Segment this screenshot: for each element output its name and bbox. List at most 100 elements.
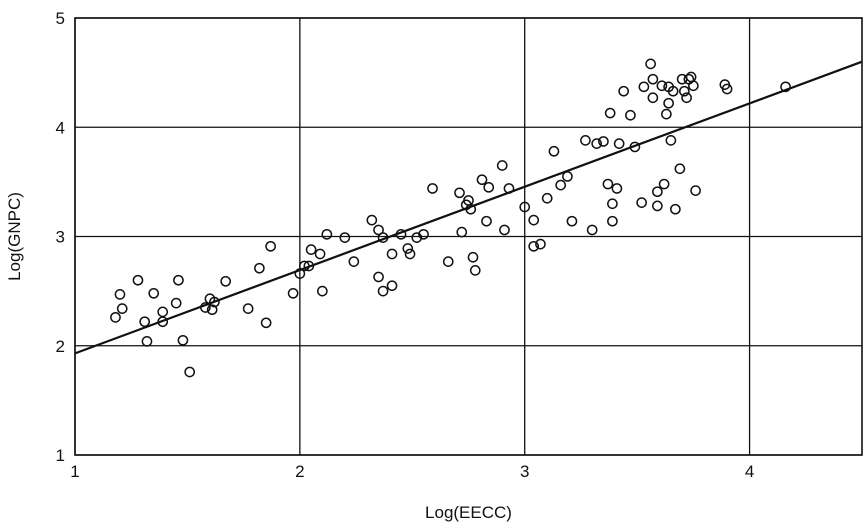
data-point bbox=[721, 83, 733, 95]
data-point bbox=[665, 135, 677, 146]
data-point bbox=[467, 251, 479, 263]
data-point bbox=[780, 81, 791, 93]
x-axis-ticks: 1 2 3 4 bbox=[70, 462, 754, 481]
data-point bbox=[607, 215, 618, 227]
data-point bbox=[528, 214, 540, 226]
data-point bbox=[465, 203, 477, 215]
data-point bbox=[685, 71, 697, 83]
data-point bbox=[299, 260, 310, 272]
data-point bbox=[220, 275, 232, 287]
data-point bbox=[373, 224, 384, 236]
data-point bbox=[110, 311, 121, 323]
data-point bbox=[321, 228, 333, 240]
data-point bbox=[314, 248, 326, 260]
data-point bbox=[200, 302, 211, 313]
y-tick-label: 4 bbox=[56, 118, 65, 137]
data-point bbox=[496, 160, 508, 171]
data-point bbox=[528, 240, 540, 252]
data-point bbox=[157, 306, 169, 318]
data-point bbox=[647, 73, 659, 85]
data-point bbox=[139, 316, 151, 328]
y-axis-ticks: 1 2 3 4 5 bbox=[56, 9, 65, 465]
data-point bbox=[402, 243, 414, 254]
data-point bbox=[656, 80, 668, 92]
data-point bbox=[683, 73, 695, 85]
y-tick-label: 5 bbox=[56, 9, 65, 28]
data-point bbox=[541, 192, 553, 204]
data-point bbox=[580, 135, 591, 146]
data-point bbox=[260, 317, 272, 329]
data-point bbox=[173, 274, 184, 286]
data-point bbox=[242, 303, 254, 314]
data-point bbox=[629, 141, 641, 153]
data-point bbox=[377, 285, 389, 297]
data-point bbox=[316, 285, 328, 297]
data-point bbox=[303, 260, 315, 272]
data-point bbox=[658, 178, 670, 190]
regression-line-group bbox=[74, 60, 863, 355]
y-tick-label: 2 bbox=[56, 337, 65, 356]
data-point bbox=[688, 80, 699, 92]
data-point bbox=[348, 256, 360, 267]
data-point bbox=[116, 303, 128, 314]
data-point bbox=[386, 280, 398, 292]
data-point bbox=[503, 183, 515, 194]
data-point bbox=[555, 179, 567, 191]
x-tick-label: 2 bbox=[295, 462, 304, 481]
data-point bbox=[607, 198, 618, 210]
data-point bbox=[566, 215, 578, 227]
data-point bbox=[395, 228, 407, 240]
data-point bbox=[373, 271, 384, 283]
data-point bbox=[690, 185, 701, 196]
x-tick-label: 3 bbox=[520, 462, 529, 481]
data-point bbox=[562, 171, 573, 182]
data-point bbox=[591, 138, 603, 149]
regression-line bbox=[74, 60, 863, 355]
data-point bbox=[442, 256, 454, 267]
data-point bbox=[586, 224, 598, 236]
data-point bbox=[604, 107, 616, 119]
data-point bbox=[411, 232, 423, 243]
data-point bbox=[287, 287, 299, 299]
data-point bbox=[418, 228, 429, 240]
data-point bbox=[114, 289, 126, 300]
data-point bbox=[645, 58, 656, 70]
data-point bbox=[625, 109, 636, 121]
data-point bbox=[598, 136, 609, 147]
data-point bbox=[366, 214, 378, 226]
x-axis-label: Log(EECC) bbox=[425, 503, 512, 522]
x-tick-label: 1 bbox=[70, 462, 79, 481]
data-point bbox=[454, 187, 465, 199]
data-point bbox=[305, 244, 317, 255]
data-point bbox=[481, 215, 492, 227]
data-point bbox=[679, 85, 690, 97]
y-tick-label: 1 bbox=[56, 446, 65, 465]
data-point bbox=[254, 262, 265, 274]
data-point bbox=[670, 203, 681, 215]
data-point bbox=[476, 174, 488, 186]
data-point bbox=[339, 232, 351, 243]
data-point bbox=[265, 240, 276, 252]
data-points bbox=[110, 58, 791, 378]
data-point bbox=[663, 97, 674, 109]
data-point bbox=[141, 336, 153, 347]
plot-area-frame bbox=[74, 17, 863, 456]
data-point bbox=[209, 296, 220, 308]
data-point bbox=[499, 224, 510, 236]
data-point bbox=[483, 181, 495, 193]
data-point bbox=[618, 85, 630, 97]
data-point bbox=[613, 138, 625, 149]
data-point bbox=[667, 85, 679, 97]
data-point bbox=[404, 248, 416, 260]
data-point bbox=[602, 178, 614, 190]
data-point bbox=[456, 226, 468, 238]
data-point bbox=[177, 334, 189, 346]
data-point bbox=[184, 366, 196, 378]
data-point bbox=[638, 81, 650, 93]
data-point bbox=[636, 197, 647, 208]
data-point bbox=[132, 274, 144, 286]
data-point bbox=[674, 163, 686, 175]
x-tick-label: 4 bbox=[745, 462, 754, 481]
data-point bbox=[377, 232, 389, 243]
data-point bbox=[681, 92, 692, 104]
